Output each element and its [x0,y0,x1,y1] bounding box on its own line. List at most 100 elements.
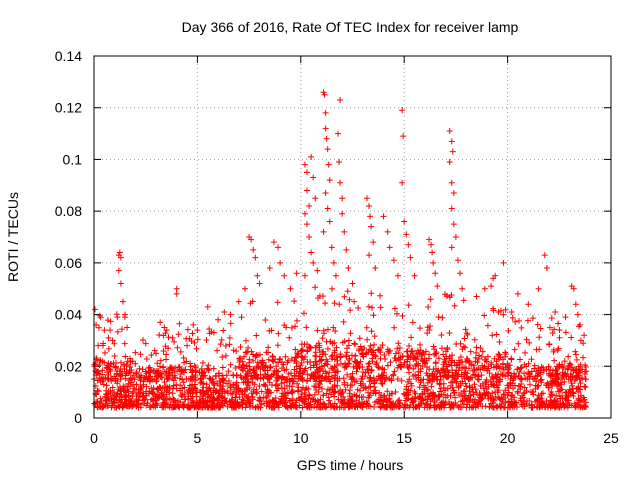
data-point [528,404,535,411]
data-point [355,401,362,408]
data-point [466,359,473,366]
data-point [477,400,484,407]
data-point [220,402,227,409]
data-point [418,355,425,362]
data-point [411,272,418,279]
data-point [414,347,421,354]
data-point [443,363,450,370]
data-point [376,364,383,371]
data-point [437,401,444,408]
data-point [341,379,348,386]
data-point [346,404,353,411]
data-point [509,392,516,399]
data-point [336,301,343,308]
data-point [264,349,271,356]
data-point [328,244,335,251]
data-point [99,358,106,365]
data-point [141,396,148,403]
data-point [127,364,134,371]
data-point [446,159,453,166]
data-point [226,334,233,341]
data-point [331,400,338,407]
data-points [91,89,590,411]
data-point [276,356,283,363]
data-point [508,400,515,407]
data-point [104,375,111,382]
data-point [545,363,552,370]
data-point [366,392,373,399]
data-point [484,322,491,329]
data-point [242,337,249,344]
data-point [406,369,413,376]
data-point [171,338,178,345]
data-point [120,403,127,410]
data-point [224,390,231,397]
data-point [465,395,472,402]
data-point [206,398,213,405]
data-point [484,353,491,360]
data-point [169,334,176,341]
data-point [389,401,396,408]
data-point [444,344,451,351]
data-point [278,385,285,392]
data-point [396,345,403,352]
data-point [207,376,214,383]
data-point [485,383,492,390]
data-point [416,384,423,391]
data-point [343,363,350,370]
data-point [206,384,213,391]
data-point [485,395,492,402]
data-point [363,324,370,331]
data-point [115,402,122,409]
data-point [288,370,295,377]
data-point [305,391,312,398]
data-point [184,326,191,333]
data-point [177,348,184,355]
data-point [188,369,195,376]
data-point [349,280,356,287]
data-point [439,314,446,321]
data-point [121,366,128,373]
data-point [536,404,543,411]
data-point [576,321,583,328]
x-axis-label: GPS time / hours [297,457,404,473]
data-point [485,365,492,372]
data-point [562,329,569,336]
data-point [435,355,442,362]
data-point [117,280,124,287]
data-point [204,303,211,310]
data-point [580,394,587,401]
data-point [457,353,464,360]
data-point [369,355,376,362]
data-point [565,393,572,400]
data-point [294,380,301,387]
data-point [244,370,251,377]
data-point [326,397,333,404]
data-point [121,340,128,347]
data-point [256,382,263,389]
data-point [193,399,200,406]
data-point [572,301,579,308]
data-point [157,319,164,326]
data-point [569,382,576,389]
data-point [534,321,541,328]
data-point [398,363,405,370]
data-point [526,381,533,388]
data-point [373,377,380,384]
data-point [282,390,289,397]
data-point [349,376,356,383]
data-point [215,394,222,401]
data-point [368,290,375,297]
data-point [322,374,329,381]
data-point [304,359,311,366]
data-point [364,400,371,407]
data-point [111,340,118,347]
data-point [331,389,338,396]
data-point [387,359,394,366]
data-point [158,374,165,381]
data-point [262,317,269,324]
data-point [222,342,229,349]
data-point [479,348,486,355]
data-point [315,399,322,406]
data-point [156,332,163,339]
